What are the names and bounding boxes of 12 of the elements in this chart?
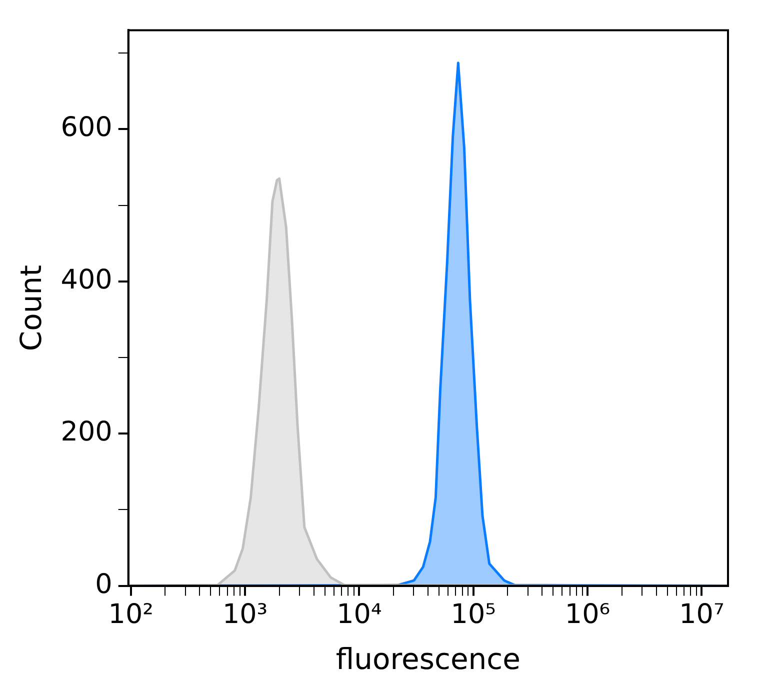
x-tick-label: 10⁴ — [336, 599, 382, 630]
x-tick-label: 10⁶ — [564, 599, 610, 630]
x-tick-label: 10² — [108, 599, 154, 630]
x-tick-label: 10⁷ — [679, 599, 724, 630]
y-tick-label: 200 — [60, 416, 112, 448]
x-tick-label: 10⁵ — [450, 599, 496, 630]
y-tick-label: 400 — [60, 264, 112, 296]
y-tick-label: 0 — [95, 568, 112, 600]
y-axis-title: Count — [14, 264, 48, 352]
x-tick-label: 10³ — [222, 599, 268, 630]
y-tick-label: 600 — [60, 112, 112, 144]
x-axis-title: fluorescence — [336, 642, 520, 676]
